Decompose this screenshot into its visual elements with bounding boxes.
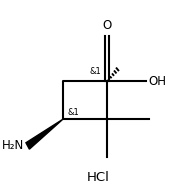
- Text: HCl: HCl: [86, 171, 109, 184]
- Text: H₂N: H₂N: [2, 140, 25, 152]
- Text: O: O: [103, 19, 112, 32]
- Text: &1: &1: [89, 67, 101, 76]
- Text: &1: &1: [67, 108, 79, 117]
- Polygon shape: [26, 119, 63, 149]
- Text: OH: OH: [148, 75, 166, 88]
